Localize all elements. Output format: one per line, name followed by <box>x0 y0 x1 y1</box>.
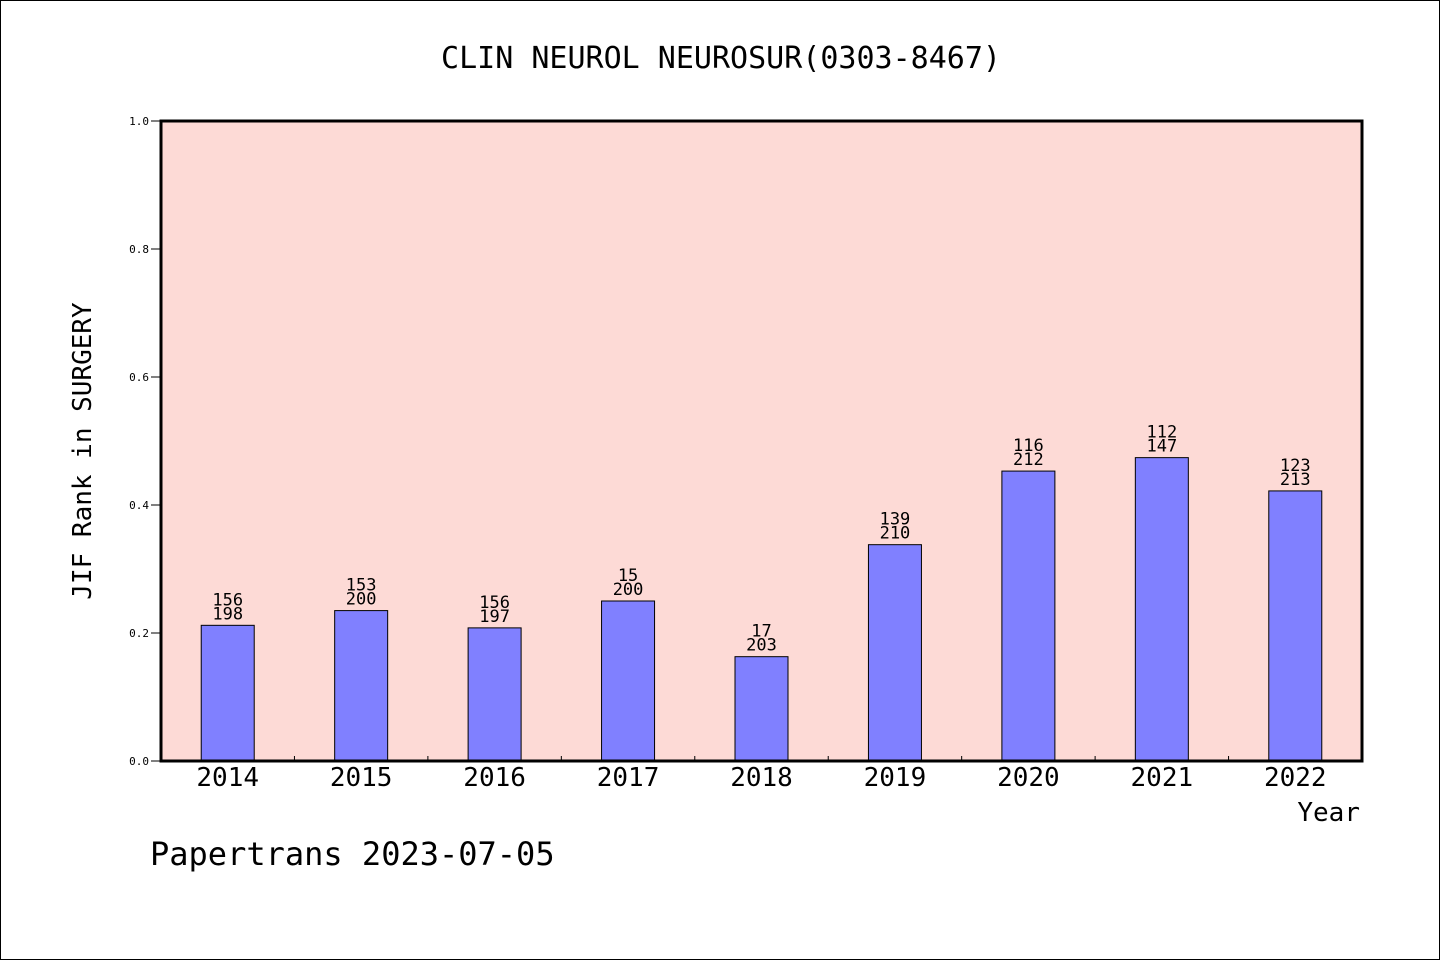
bar-2018 <box>734 656 789 762</box>
y-axis: 0.0 0.2 0.4 0.6 0.8 1.0 <box>129 115 161 768</box>
x-tick-label-2016: 2016 <box>463 763 526 793</box>
x-tick-label-2015: 2015 <box>330 763 393 793</box>
y-tick-label-0.4: 0.4 <box>129 499 149 512</box>
bar-label-top-2014: 156 <box>212 590 243 610</box>
bar-label-bottom-2016: 197 <box>479 607 510 627</box>
x-tick-label-2014: 2014 <box>196 763 259 793</box>
bar-label-bottom-2017: 200 <box>613 580 644 600</box>
bar-label-top-2021: 112 <box>1146 423 1177 443</box>
bar-label-bottom-2019: 210 <box>880 524 911 544</box>
x-tick-label-2019: 2019 <box>864 763 927 793</box>
bar-label-bottom-2020: 212 <box>1013 450 1044 470</box>
bar-label-top-2020: 116 <box>1013 436 1044 456</box>
bar-label-top-2016: 156 <box>479 593 510 613</box>
bar-label-top-2017: 15 <box>618 566 638 586</box>
x-axis: 2014 2015 2016 2017 2018 2019 2020 2021 2022 <box>196 756 1327 793</box>
y-tick-label-0.8: 0.8 <box>129 243 149 256</box>
bar-label-top-2022: 123 <box>1280 456 1311 476</box>
y-axis-label: JIF Rank in SURGERY <box>68 302 98 600</box>
bar-label-bottom-2022: 213 <box>1280 470 1311 490</box>
bar-2022 <box>1268 490 1323 762</box>
bar-2020 <box>1001 470 1056 762</box>
bar-label-top-2018: 17 <box>751 622 771 642</box>
x-tick-label-2022: 2022 <box>1264 763 1327 793</box>
x-axis-label: Year <box>1297 798 1360 828</box>
footer-text: Papertrans 2023-07-05 <box>150 835 555 873</box>
y-tick-label-0.2: 0.2 <box>129 627 149 640</box>
y-tick-label-0.0: 0.0 <box>129 755 149 768</box>
x-tick-label-2020: 2020 <box>997 763 1060 793</box>
y-tick-label-0.6: 0.6 <box>129 371 149 384</box>
plot-border <box>159 119 1364 763</box>
y-tick-label-1.0: 1.0 <box>129 115 149 128</box>
x-tick-label-2017: 2017 <box>597 763 660 793</box>
chart-title: CLIN NEUROL NEUROSUR(0303-8467) <box>441 41 1001 76</box>
bar-2019 <box>867 544 922 762</box>
bar-2014 <box>200 624 255 762</box>
bar-label-bottom-2014: 198 <box>212 604 243 624</box>
bar-label-bottom-2018: 203 <box>746 636 777 656</box>
bar-label-top-2015: 153 <box>346 576 377 596</box>
bar-2015 <box>334 610 389 762</box>
bar-label-bottom-2015: 200 <box>346 590 377 610</box>
x-tick-label-2021: 2021 <box>1131 763 1194 793</box>
bar-label-top-2019: 139 <box>880 510 911 530</box>
x-tick-label-2018: 2018 <box>730 763 793 793</box>
bar-2021 <box>1134 457 1189 762</box>
bar-2017 <box>601 600 656 762</box>
bar-label-bottom-2021: 147 <box>1146 437 1177 457</box>
bar-2016 <box>467 627 522 762</box>
